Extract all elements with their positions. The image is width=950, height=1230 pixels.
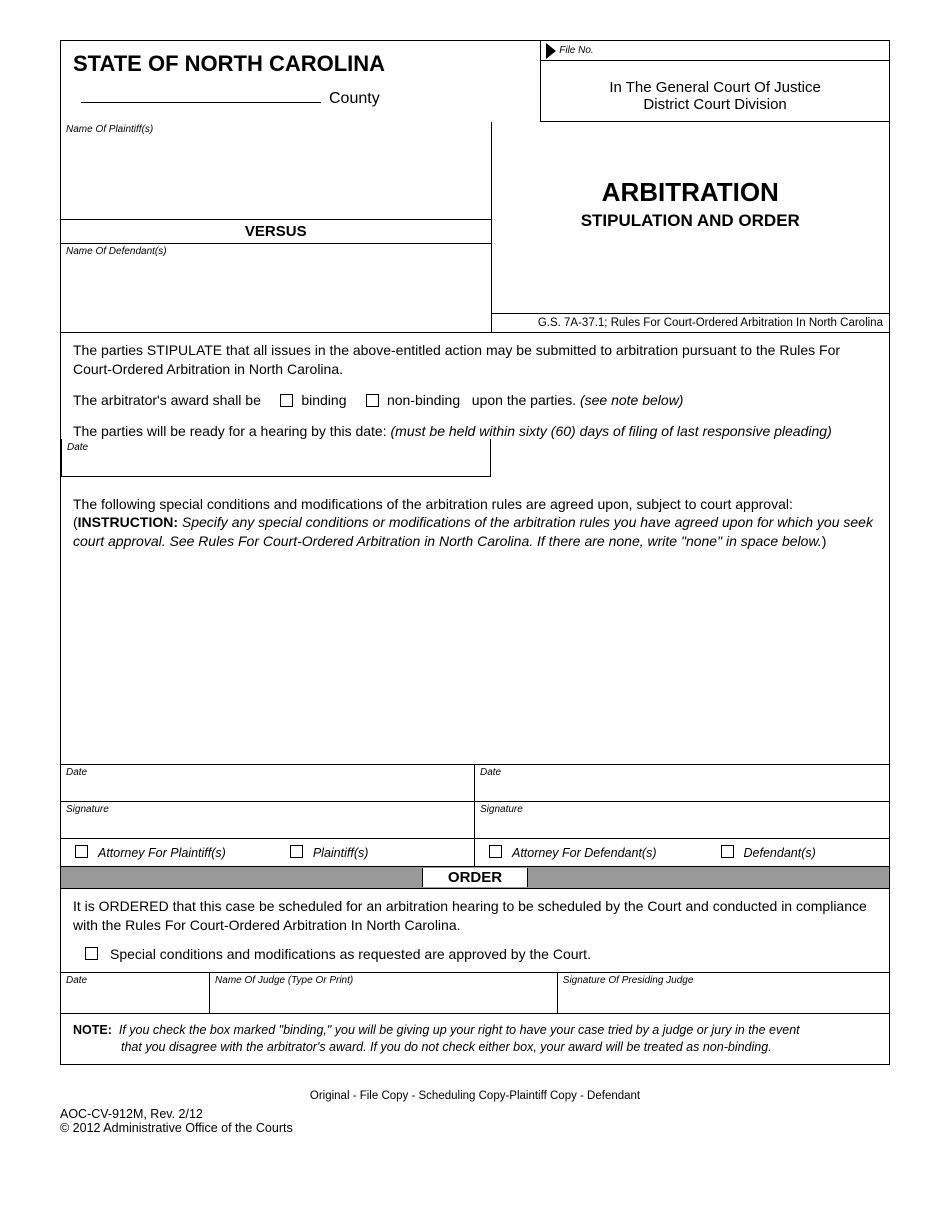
- defendant-date-cell[interactable]: Date: [475, 765, 889, 801]
- order-para: It is ORDERED that this case be schedule…: [73, 897, 877, 935]
- plaintiff-check-cell: Attorney For Plaintiff(s) Plaintiff(s): [61, 839, 475, 866]
- order-body: It is ORDERED that this case be schedule…: [61, 888, 889, 972]
- special-conditions-label: Special conditions and modifications as …: [110, 945, 591, 964]
- note-line1: If you check the box marked "binding," y…: [119, 1023, 800, 1037]
- note-line2: that you disagree with the arbitrator's …: [121, 1039, 877, 1056]
- special-conditions-checkbox[interactable]: [85, 947, 98, 960]
- award-prefix: The arbitrator's award shall be: [73, 392, 261, 408]
- defendant-check-cell: Attorney For Defendant(s) Defendant(s): [475, 839, 889, 866]
- header-right: File No. In The General Court Of Justice…: [541, 41, 889, 122]
- conditions-intro: The following special conditions and mod…: [73, 496, 793, 512]
- conditions-intro-block: The following special conditions and mod…: [73, 495, 877, 552]
- copyright: © 2012 Administrative Office of the Cour…: [60, 1121, 890, 1135]
- atty-plaintiff-item: Attorney For Plaintiff(s): [71, 845, 226, 860]
- stipulation-para: The parties STIPULATE that all issues in…: [73, 341, 877, 379]
- role-check-row: Attorney For Plaintiff(s) Plaintiff(s) A…: [61, 838, 889, 866]
- county-input-line[interactable]: [81, 87, 321, 103]
- hearing-para: The parties will be ready for a hearing …: [73, 422, 877, 441]
- form-number: AOC-CV-912M, Rev. 2/12: [60, 1107, 890, 1121]
- judge-sig-cell[interactable]: Signature Of Presiding Judge: [558, 973, 889, 1013]
- body-section: The parties STIPULATE that all issues in…: [61, 332, 889, 764]
- order-header-label: ORDER: [422, 868, 528, 887]
- form-title-main: ARBITRATION: [492, 177, 889, 208]
- award-para: The arbitrator's award shall be binding …: [73, 391, 877, 410]
- note-row: NOTE: If you check the box marked "bindi…: [61, 1013, 889, 1064]
- plaintiff-item: Plaintiff(s): [286, 845, 369, 860]
- file-no-label: File No.: [559, 45, 593, 56]
- statute-ref: G.S. 7A-37.1; Rules For Court-Ordered Ar…: [492, 313, 889, 332]
- hearing-note: (must be held within sixty (60) days of …: [391, 423, 832, 439]
- parties-row: Name Of Plaintiff(s) VERSUS Name Of Defe…: [61, 122, 889, 332]
- see-note: (see note below): [580, 392, 684, 408]
- form-title: ARBITRATION STIPULATION AND ORDER: [492, 122, 889, 231]
- order-date-label: Date: [61, 973, 209, 988]
- form-title-box: ARBITRATION STIPULATION AND ORDER G.S. 7…: [492, 122, 889, 332]
- hearing-prefix: The parties will be ready for a hearing …: [73, 423, 387, 439]
- defendant-sig-cell[interactable]: Signature: [475, 802, 889, 838]
- hearing-date-label: Date: [62, 439, 490, 457]
- defendant-role-label: Defendant(s): [744, 846, 816, 860]
- defendant-checkbox[interactable]: [721, 845, 734, 858]
- sig-date-row: Date Date: [61, 764, 889, 801]
- conditions-area[interactable]: [73, 551, 877, 756]
- defendant-label: Name Of Defendant(s): [61, 244, 491, 259]
- court-line1: In The General Court Of Justice: [551, 79, 879, 96]
- form-container: STATE OF NORTH CAROLINA County File No. …: [60, 40, 890, 1065]
- form-title-sub: STIPULATION AND ORDER: [492, 211, 889, 231]
- binding-label: binding: [301, 392, 346, 408]
- versus-label: VERSUS: [61, 220, 491, 244]
- hearing-date-box[interactable]: Date: [61, 439, 491, 477]
- plaintiff-sig-label: Signature: [61, 802, 474, 817]
- parties-left: Name Of Plaintiff(s) VERSUS Name Of Defe…: [61, 122, 492, 332]
- defendant-sig-label: Signature: [475, 802, 889, 817]
- header-row: STATE OF NORTH CAROLINA County File No. …: [61, 41, 889, 122]
- binding-checkbox[interactable]: [280, 394, 293, 407]
- defendant-item: Defendant(s): [717, 845, 816, 860]
- plaintiff-checkbox[interactable]: [290, 845, 303, 858]
- nonbinding-label: non-binding: [387, 392, 460, 408]
- county-row: County: [61, 82, 540, 116]
- footer-row: AOC-CV-912M, Rev. 2/12 © 2012 Administra…: [60, 1107, 890, 1135]
- judge-name-cell[interactable]: Name Of Judge (Type Or Print): [210, 973, 558, 1013]
- header-left: STATE OF NORTH CAROLINA County: [61, 41, 541, 122]
- instruction-text: Specify any special conditions or modifi…: [73, 514, 873, 549]
- plaintiff-date-cell[interactable]: Date: [61, 765, 475, 801]
- court-line2: District Court Division: [551, 96, 879, 113]
- court-label: In The General Court Of Justice District…: [541, 61, 889, 122]
- judge-sig-label: Signature Of Presiding Judge: [558, 973, 889, 988]
- instruction-bold: INSTRUCTION:: [78, 514, 178, 530]
- plaintiff-box[interactable]: Name Of Plaintiff(s): [61, 122, 491, 220]
- defendant-box[interactable]: Name Of Defendant(s): [61, 244, 491, 332]
- atty-defendant-checkbox[interactable]: [489, 845, 502, 858]
- order-date-cell[interactable]: Date: [61, 973, 210, 1013]
- sig-signature-row: Signature Signature: [61, 801, 889, 838]
- judge-row: Date Name Of Judge (Type Or Print) Signa…: [61, 972, 889, 1013]
- nonbinding-checkbox[interactable]: [366, 394, 379, 407]
- county-label: County: [329, 90, 380, 108]
- atty-plaintiff-checkbox[interactable]: [75, 845, 88, 858]
- order-header: ORDER: [61, 866, 889, 888]
- defendant-date-label: Date: [475, 765, 889, 780]
- award-suffix: upon the parties.: [472, 392, 576, 408]
- order-check-row: Special conditions and modifications as …: [81, 945, 877, 964]
- plaintiff-date-label: Date: [61, 765, 474, 780]
- atty-defendant-label: Attorney For Defendant(s): [512, 846, 657, 860]
- note-bold: NOTE:: [73, 1023, 112, 1037]
- plaintiff-label: Name Of Plaintiff(s): [61, 122, 491, 137]
- plaintiff-sig-cell[interactable]: Signature: [61, 802, 475, 838]
- file-no-row[interactable]: File No.: [541, 41, 889, 61]
- judge-name-label: Name Of Judge (Type Or Print): [210, 973, 557, 988]
- state-title: STATE OF NORTH CAROLINA: [61, 41, 540, 82]
- triangle-icon: [546, 43, 556, 59]
- atty-plaintiff-label: Attorney For Plaintiff(s): [98, 846, 226, 860]
- plaintiff-role-label: Plaintiff(s): [313, 846, 369, 860]
- copies-row: Original - File Copy - Scheduling Copy-P…: [60, 1090, 890, 1102]
- atty-defendant-item: Attorney For Defendant(s): [485, 845, 657, 860]
